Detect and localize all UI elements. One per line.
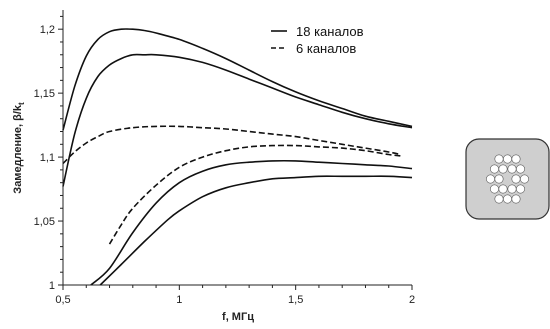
y-tick-label: 1: [49, 280, 55, 292]
cross-section-hole: [489, 164, 499, 174]
y-axis-title: Замедление, β/kt: [12, 102, 26, 194]
y-axis-title-subscript: t: [17, 102, 26, 105]
cross-section-inset: [465, 138, 550, 220]
cross-section-holes: [485, 154, 529, 204]
cross-section-hole: [498, 164, 508, 174]
cross-section-hole: [494, 154, 504, 164]
y-tick-label: 1,1: [40, 152, 55, 164]
cross-section-hole: [502, 154, 512, 164]
cross-section-hole: [515, 184, 525, 194]
y-axis-title-main: Замедление, β/k: [12, 104, 24, 194]
series-line-2: [62, 53, 413, 187]
series-line-6: [108, 144, 401, 245]
y-tick-label: 1,15: [34, 88, 55, 100]
x-tick-label: 1: [176, 294, 182, 306]
series-line-3: [90, 159, 413, 286]
series-line-1: [62, 28, 413, 131]
plot-area: [62, 28, 413, 286]
series-line-5: [62, 125, 401, 165]
x-axis-title: f, МГц: [222, 311, 254, 323]
x-tick-label: 1,5: [288, 294, 303, 306]
y-tick-label: 1,05: [34, 216, 55, 228]
cross-section-body: [465, 138, 550, 220]
x-tick-label: 2: [409, 294, 415, 306]
series-line-4: [99, 175, 413, 286]
legend: 18 каналов 6 каналов: [271, 24, 364, 56]
y-tick-label: 1,2: [40, 24, 55, 36]
cross-section-hole: [489, 184, 499, 194]
cross-section-hole: [494, 194, 504, 204]
cross-section-hole: [515, 164, 525, 174]
y-axis: 1 1,05 1,1 1,15 1,2: [34, 10, 64, 292]
cross-section-hole: [502, 194, 512, 204]
cross-section-hole: [494, 174, 504, 184]
cross-section-hole: [511, 174, 521, 184]
x-tick-label: 0,5: [55, 294, 70, 306]
cross-section-hole: [519, 174, 529, 184]
cross-section-hole: [511, 194, 521, 204]
cross-section-hole: [511, 154, 521, 164]
cross-section-hole: [498, 184, 508, 194]
x-axis: 0,5 1 1,5 2: [55, 284, 415, 306]
cross-section-hole: [507, 164, 517, 174]
cross-section-hole: [507, 184, 517, 194]
legend-label-18: 18 каналов: [296, 24, 364, 39]
cross-section-hole: [485, 174, 495, 184]
legend-label-6: 6 каналов: [296, 41, 356, 56]
